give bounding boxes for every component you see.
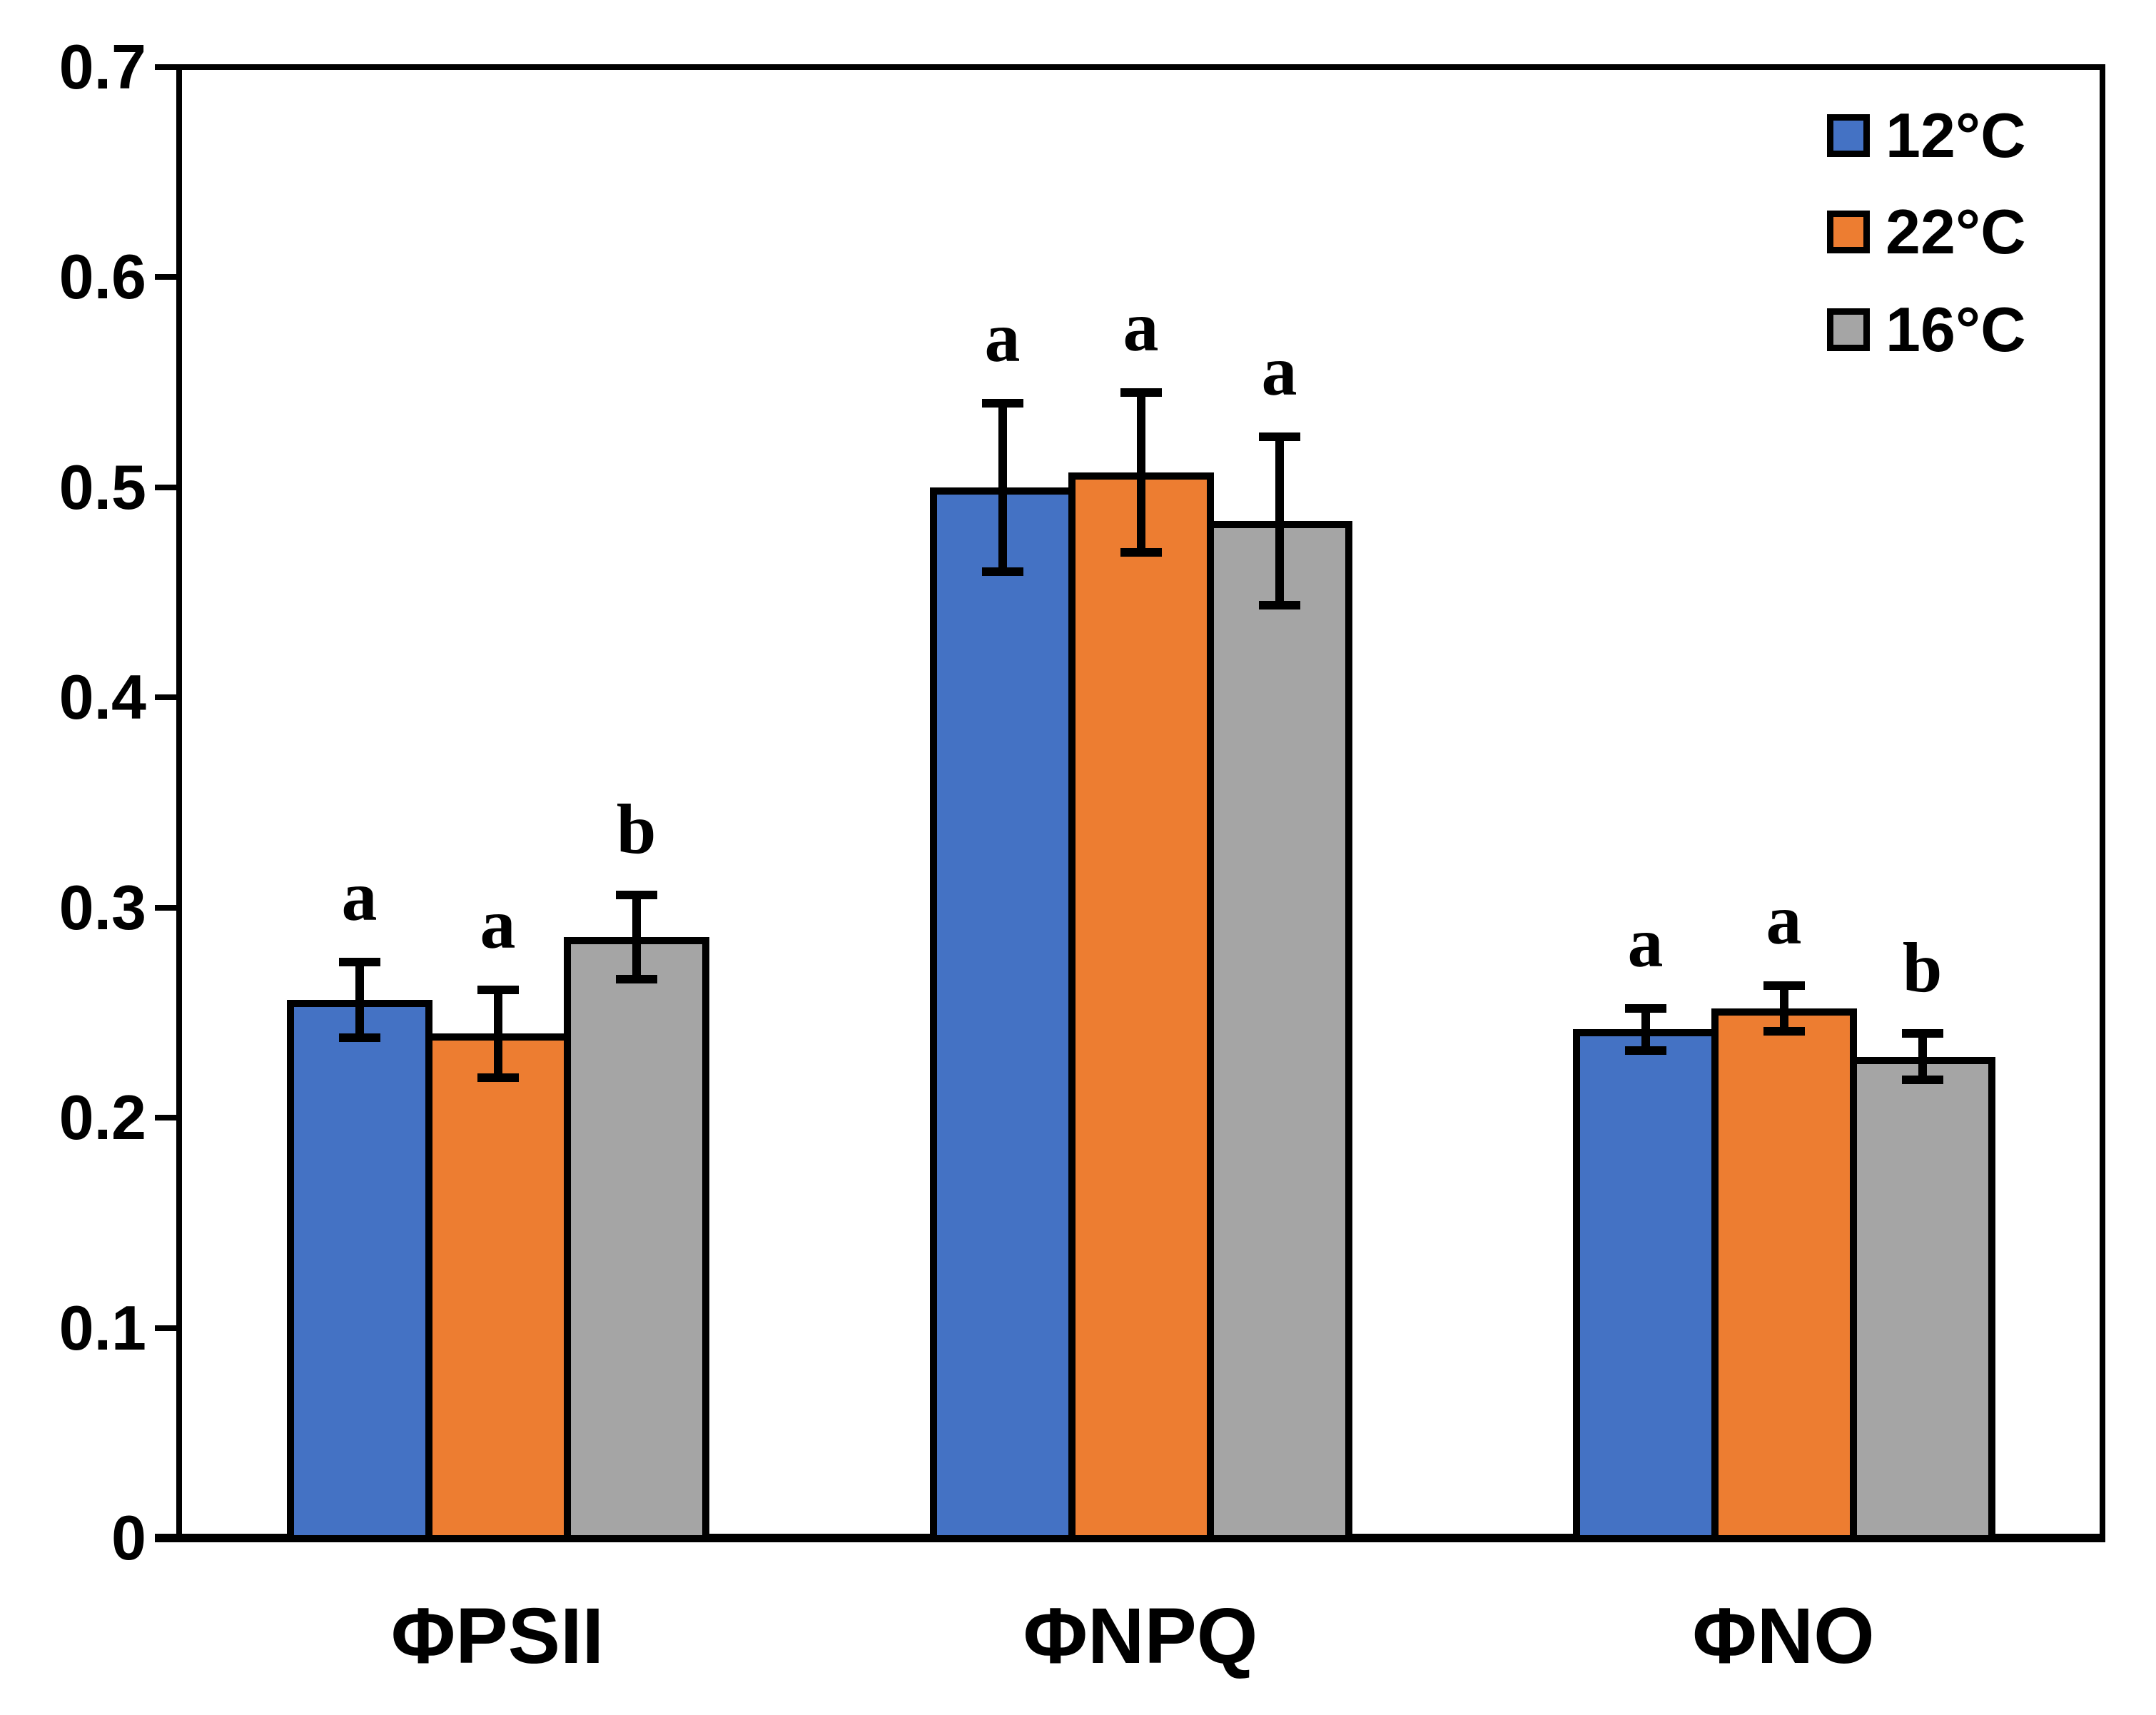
significance-letter: a <box>1627 903 1664 983</box>
error-bar-cap-top <box>615 891 657 900</box>
category-label-phno: ΦNO <box>1692 1592 1875 1680</box>
legend-swatch-12c <box>1827 114 1870 157</box>
bar-22C-ΦNO <box>1711 1008 1857 1542</box>
error-bar-cap-top <box>477 985 519 994</box>
error-bar-cap-top <box>981 399 1023 408</box>
y-axis-tick-label: 0.4 <box>59 662 146 733</box>
error-bar-cap-bottom <box>338 1033 380 1043</box>
error-bar-line <box>493 989 502 1078</box>
error-bar-cap-top <box>1763 981 1805 990</box>
error-bar-cap-bottom <box>981 567 1023 576</box>
y-axis-tick-mark <box>155 274 176 280</box>
error-bar-line <box>1136 393 1145 553</box>
y-axis-tick-label: 0.7 <box>59 31 146 102</box>
y-axis-tick-mark <box>155 1115 176 1121</box>
legend-label-16c: 16°C <box>1886 294 2026 365</box>
y-axis-tick-label: 0.5 <box>59 451 146 522</box>
y-axis-tick-label: 0.2 <box>59 1082 146 1153</box>
y-axis-tick-mark <box>155 904 176 911</box>
bar-12C-ΦNPQ <box>929 487 1076 1542</box>
legend-item-16c: 16°C <box>1827 294 2026 365</box>
error-bar-line <box>1779 985 1788 1032</box>
error-bar-cap-top <box>338 958 380 967</box>
error-bar-cap-bottom <box>1258 600 1300 609</box>
significance-letter: a <box>1123 287 1159 367</box>
bar-12C-ΦNO <box>1572 1029 1719 1542</box>
significance-letter: a <box>1766 879 1802 959</box>
y-axis-tick-mark <box>155 484 176 490</box>
legend-label-12c: 12°C <box>1886 100 2026 171</box>
legend-item-12c: 12°C <box>1827 100 2026 171</box>
legend-label-22c: 22°C <box>1886 196 2026 267</box>
error-bar-line <box>1918 1033 1927 1081</box>
bar-16C-ΦNPQ <box>1206 520 1352 1542</box>
error-bar-cap-bottom <box>615 974 657 983</box>
bar-16C-ΦPSII <box>563 936 709 1542</box>
bar-22C-ΦNPQ <box>1068 472 1214 1542</box>
category-label-phpsii: ΦPSII <box>390 1592 604 1680</box>
error-bar-line <box>998 403 1007 572</box>
legend-item-22c: 22°C <box>1827 196 2026 267</box>
error-bar-cap-bottom <box>1901 1076 1943 1085</box>
error-bar-line <box>1275 437 1284 605</box>
y-axis-tick-label: 0.6 <box>59 241 146 313</box>
error-bar-cap-top <box>1120 388 1162 398</box>
legend-swatch-22c <box>1827 211 1870 253</box>
significance-letter: b <box>1902 928 1943 1008</box>
y-axis-tick-mark <box>155 694 176 701</box>
significance-letter: a <box>984 298 1021 378</box>
category-label-phnpq: ΦNPQ <box>1023 1592 1258 1680</box>
error-bar-cap-top <box>1258 432 1300 442</box>
error-bar-cap-top <box>1624 1004 1666 1013</box>
error-bar-cap-bottom <box>1120 548 1162 557</box>
significance-letter: a <box>480 884 516 963</box>
error-bar-cap-bottom <box>1624 1046 1666 1055</box>
legend-swatch-16c <box>1827 308 1870 351</box>
bar-16C-ΦNO <box>1849 1056 1995 1542</box>
bar-22C-ΦPSII <box>425 1033 571 1542</box>
error-bar-line <box>632 895 641 979</box>
significance-letter: a <box>341 856 378 936</box>
y-axis-tick-label: 0.3 <box>59 871 146 943</box>
error-bar-cap-bottom <box>477 1073 519 1083</box>
bar-12C-ΦPSII <box>286 1000 432 1542</box>
y-axis-tick-label: 0 <box>111 1502 146 1573</box>
y-axis-tick-label: 0.1 <box>59 1292 146 1363</box>
error-bar-cap-bottom <box>1763 1027 1805 1036</box>
y-axis-tick-mark <box>155 64 176 70</box>
error-bar-cap-top <box>1901 1029 1943 1038</box>
error-bar-line <box>355 962 364 1038</box>
significance-letter: b <box>616 789 657 869</box>
error-bar-line <box>1641 1008 1650 1051</box>
significance-letter: a <box>1261 331 1297 411</box>
y-axis-tick-mark <box>155 1325 176 1331</box>
